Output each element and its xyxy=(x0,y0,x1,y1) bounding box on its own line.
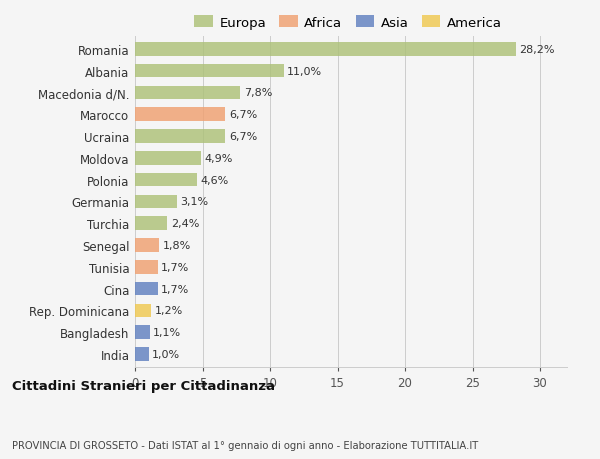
Text: 4,9%: 4,9% xyxy=(205,153,233,163)
Text: Cittadini Stranieri per Cittadinanza: Cittadini Stranieri per Cittadinanza xyxy=(12,380,275,392)
Bar xyxy=(135,260,158,274)
Bar xyxy=(135,65,284,78)
Text: 11,0%: 11,0% xyxy=(287,67,322,77)
Text: 3,1%: 3,1% xyxy=(180,197,208,207)
Bar xyxy=(135,174,197,187)
Text: 6,7%: 6,7% xyxy=(229,132,257,142)
Text: 1,1%: 1,1% xyxy=(153,327,181,337)
Text: 7,8%: 7,8% xyxy=(244,88,272,98)
Bar xyxy=(135,217,167,230)
Text: 1,2%: 1,2% xyxy=(155,306,183,316)
Text: PROVINCIA DI GROSSETO - Dati ISTAT al 1° gennaio di ogni anno - Elaborazione TUT: PROVINCIA DI GROSSETO - Dati ISTAT al 1°… xyxy=(12,440,478,450)
Bar xyxy=(135,347,149,361)
Bar xyxy=(135,43,516,56)
Text: 1,7%: 1,7% xyxy=(161,262,190,272)
Bar xyxy=(135,304,151,318)
Bar xyxy=(135,108,226,122)
Text: 2,4%: 2,4% xyxy=(171,218,199,229)
Bar xyxy=(135,130,226,144)
Text: 1,0%: 1,0% xyxy=(152,349,180,359)
Bar xyxy=(135,152,201,165)
Bar xyxy=(135,239,160,252)
Text: 6,7%: 6,7% xyxy=(229,110,257,120)
Legend: Europa, Africa, Asia, America: Europa, Africa, Asia, America xyxy=(189,11,507,35)
Bar xyxy=(135,326,150,339)
Text: 1,8%: 1,8% xyxy=(163,241,191,251)
Bar xyxy=(135,195,177,209)
Bar xyxy=(135,86,240,100)
Text: 28,2%: 28,2% xyxy=(519,45,554,55)
Bar xyxy=(135,282,158,296)
Text: 4,6%: 4,6% xyxy=(200,175,229,185)
Text: 1,7%: 1,7% xyxy=(161,284,190,294)
